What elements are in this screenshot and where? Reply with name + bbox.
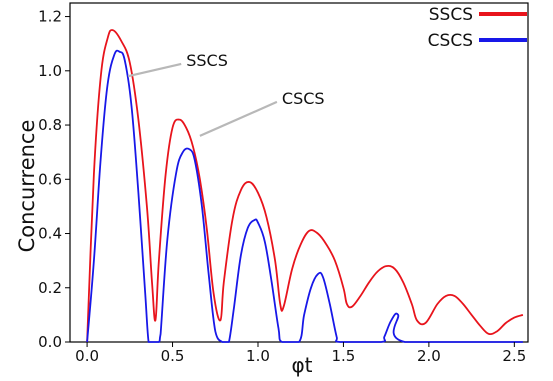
plot-frame [69,2,529,343]
annotation-label: CSCS [282,89,325,108]
x-tick-label: 1.0 [246,347,270,365]
y-tick-label: 0.4 [38,225,62,243]
annotation-label: SSCS [186,51,228,70]
annotation-leader-line [199,100,278,137]
annotation-layer: SSCS CSCS [127,51,325,137]
legend-label: CSCS [428,31,473,51]
y-tick-label: 0.2 [38,279,62,297]
y-tick-label: 0.6 [38,170,62,188]
x-tick-label: 0.0 [75,347,99,365]
x-axis-label: φt [291,353,312,377]
series-line-cscs [86,49,523,343]
annotation-leader-line [127,62,182,78]
y-tick-label: 0.8 [38,116,62,134]
legend: SSCS CSCS [428,5,527,51]
x-tick-label: 1.5 [332,347,356,365]
series-line-sscs [86,29,524,343]
x-tick-label: 0.5 [161,347,185,365]
y-axis-label: Concurrence [15,120,39,253]
plot-border [69,2,529,343]
series-layer [86,29,524,343]
legend-label: SSCS [429,5,473,25]
y-tick-label: 0.0 [38,333,62,351]
tick-layer: 0.0 0.5 1.0 1.5 2.0 2.5 0.0 0.2 0.4 0.6 0.8 1.0 1.2 [38,8,526,365]
x-tick-label: 2.0 [417,347,441,365]
y-tick-label: 1.0 [38,62,62,80]
x-tick-label: 2.5 [502,347,526,365]
y-tick-label: 1.2 [38,8,62,26]
